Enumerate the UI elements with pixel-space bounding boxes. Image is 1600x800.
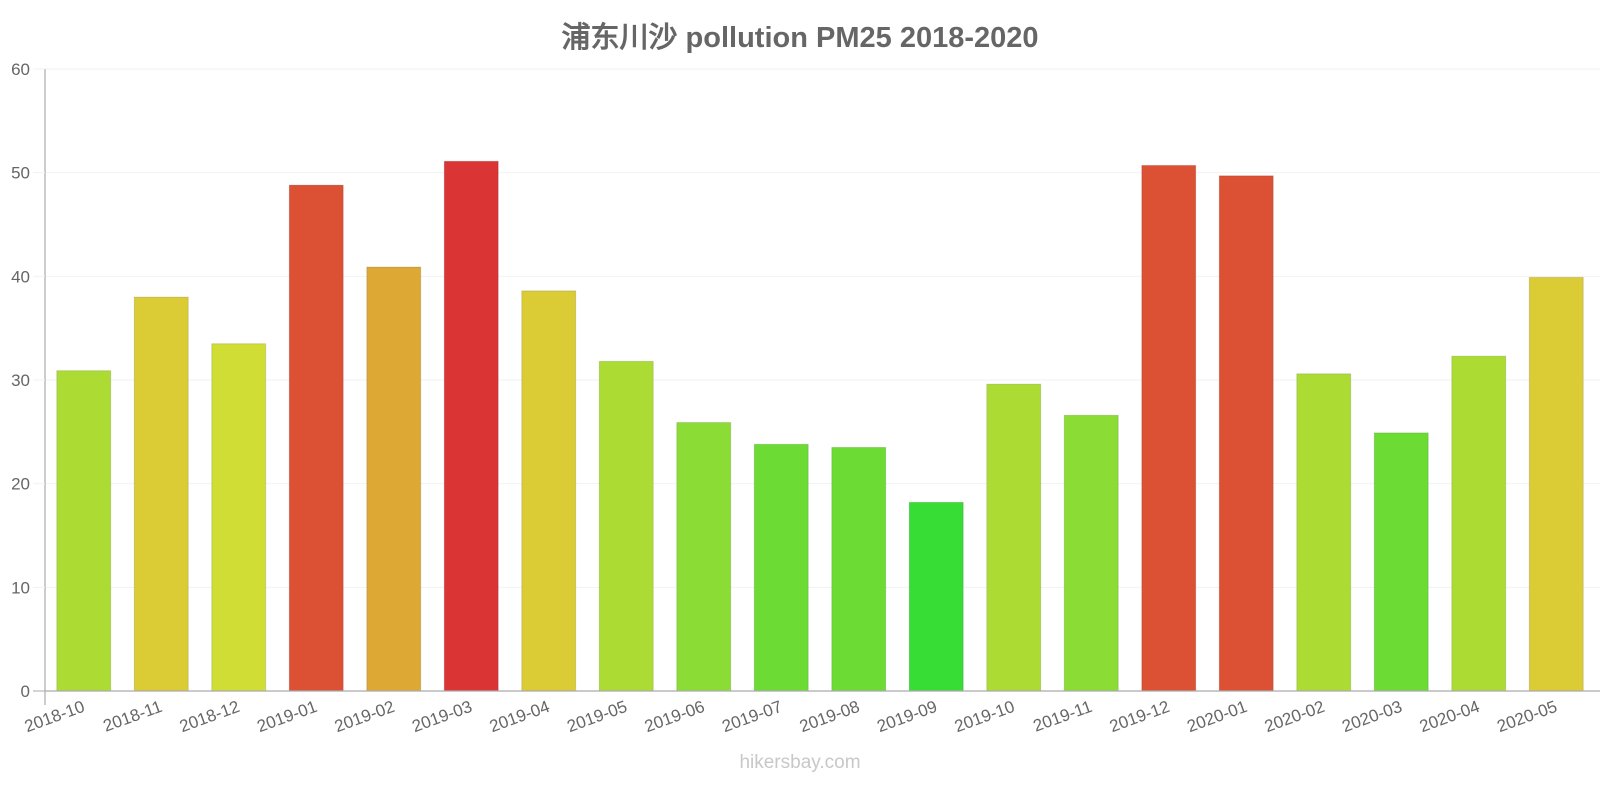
y-tick-label: 30 [11, 371, 30, 390]
bar-2019-09 [908, 501, 964, 692]
bar-2019-05 [598, 360, 654, 692]
x-tick-label: 2020-03 [1339, 697, 1404, 736]
x-tick-label: 2019-01 [254, 697, 319, 736]
x-tick-label: 2019-08 [797, 697, 862, 736]
bar-2018-11 [133, 296, 189, 692]
axes [44, 69, 1600, 705]
bar-2020-05 [1528, 276, 1584, 692]
bar-2019-10 [986, 383, 1042, 692]
bar-2019-06 [676, 422, 732, 692]
x-tick-label: 2020-01 [1184, 697, 1249, 736]
y-tick-label: 40 [11, 267, 30, 286]
bar-2019-01 [288, 184, 344, 692]
x-tick-label: 2018-11 [101, 697, 165, 736]
x-tick-label: 2019-12 [1107, 697, 1172, 736]
bar-2019-11 [1063, 414, 1119, 692]
x-tick-label: 2020-02 [1262, 697, 1327, 736]
bar-2019-08 [831, 446, 887, 692]
x-tick-label: 2019-07 [719, 697, 784, 736]
y-tick-label: 0 [21, 682, 30, 701]
gridlines [45, 68, 1600, 588]
bar-2019-12 [1141, 164, 1197, 692]
bar-2020-02 [1296, 373, 1352, 692]
bar-2019-04 [521, 290, 577, 692]
y-tick-label: 50 [11, 164, 30, 183]
x-tick-label: 2019-03 [409, 697, 474, 736]
x-tick-label: 2019-10 [952, 697, 1017, 736]
bars [56, 160, 1584, 692]
watermark: hikersbay.com [739, 752, 861, 773]
x-axis-ticks: 2018-10 2018-11 2018-12 2019-01 2019-02 2019-… [22, 697, 1560, 736]
bar-2019-03 [443, 160, 499, 692]
bar-2020-01 [1218, 175, 1274, 692]
x-tick-label: 2018-10 [22, 697, 87, 736]
bar-2019-07 [753, 443, 809, 692]
bar-2020-04 [1451, 355, 1507, 692]
bar-2018-10 [56, 370, 112, 692]
x-tick-label: 2019-02 [332, 697, 397, 736]
bar-2019-02 [366, 266, 422, 692]
x-tick-label: 2019-04 [487, 697, 552, 736]
x-tick-label: 2020-05 [1494, 697, 1559, 736]
x-tick-label: 2019-06 [642, 697, 707, 736]
y-tick-label: 60 [11, 60, 30, 79]
x-tick-label: 2020-04 [1417, 697, 1482, 736]
y-axis-ticks: 0 10 20 30 40 50 60 [11, 60, 45, 701]
x-tick-label: 2019-09 [874, 697, 939, 736]
bar-2020-03 [1373, 432, 1429, 692]
x-tick-label: 2019-11 [1031, 697, 1095, 736]
y-tick-label: 20 [11, 475, 30, 494]
y-tick-label: 10 [11, 578, 30, 597]
x-tick-label: 2019-05 [564, 697, 629, 736]
x-tick-label: 2018-12 [177, 697, 242, 736]
chart-title: 浦东川沙 pollution PM25 2018-2020 [561, 22, 1039, 54]
bar-2018-12 [211, 343, 267, 692]
